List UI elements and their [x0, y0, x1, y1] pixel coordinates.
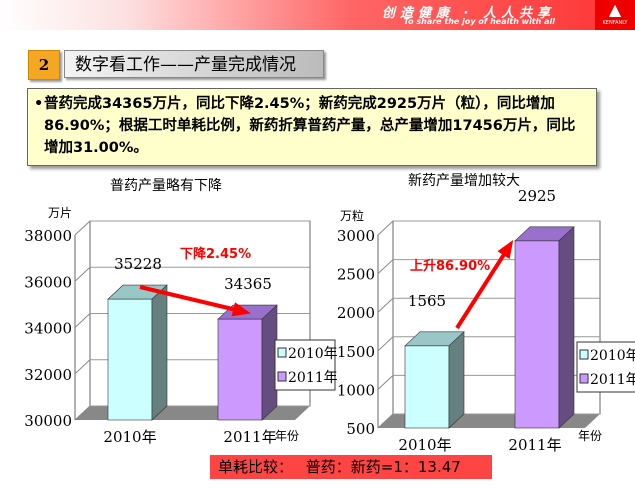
chart1-x-unit: 年份 [275, 429, 299, 443]
chart2-y-tick: 3000 [337, 227, 375, 245]
chart1-title: 普药产量略有下降 [110, 178, 222, 194]
chart2-legend-swatch [579, 349, 589, 360]
chart2-y-tick: 2000 [337, 304, 375, 322]
chart1-grid-side [74, 359, 91, 375]
chart2-y-tick: 1000 [337, 381, 375, 399]
chart2-bar-1-side [448, 331, 465, 429]
chart1-value-label: 34365 [224, 275, 272, 293]
chart2-legend-label: 2011年 [590, 372, 635, 388]
chart1-y-tick: 34000 [24, 320, 72, 338]
chart2-legend-swatch [579, 373, 589, 384]
chart1-bar-2-side [261, 304, 278, 421]
chart1-bar-1-front [107, 298, 153, 421]
chart2-grid-side [377, 259, 394, 274]
chart2-bar-2-side [558, 226, 575, 429]
chart1-legend-swatch [277, 347, 287, 358]
chart2-annotation: 上升86.90% [410, 258, 490, 274]
chart2-title: 新药产量增加较大 [408, 173, 520, 189]
section-number: 2 [28, 50, 60, 80]
chart2-y-tick: 500 [346, 420, 375, 438]
chart2-bar-1-front [404, 345, 450, 429]
footer-comparison: 单耗比较： 普药：新药=1：13.47 [210, 455, 492, 479]
chart2-grid-side [377, 220, 394, 236]
company-logo: ▲ KENFANLY [595, 0, 635, 30]
chart2-y-tick: 2500 [337, 266, 375, 284]
page-title: 数字看工作——产量完成情况 [64, 50, 324, 78]
summary-box: • 普药完成34365万片，同比下降2.45%；新药完成2925万片（粒），同比增… [27, 88, 597, 166]
chart2-y-tick: 1500 [337, 343, 375, 361]
chart1-y-tick: 30000 [24, 412, 72, 430]
chart1-bar-1-side [151, 284, 168, 421]
chart2-grid-side [377, 336, 394, 352]
chart1-y-tick: 36000 [24, 273, 72, 291]
chart1-grid-side [74, 266, 91, 282]
chart2-grid-side [377, 297, 394, 313]
bullet: • [34, 96, 44, 112]
chart1-trend-arrow [139, 285, 246, 314]
chart1-x-tick: 2010年 [103, 428, 156, 446]
chart1-bar-2-front [217, 318, 263, 421]
chart1-arrow-head-icon [231, 302, 251, 317]
chart2-arrow-head-icon [497, 239, 514, 259]
chart1-legend-label: 2011年 [288, 370, 338, 386]
chart1-grid-side [74, 220, 91, 236]
chart1-grid-side [74, 405, 91, 421]
chart1-y-tick: 32000 [24, 366, 72, 384]
chart2-legend-label: 2010年 [590, 348, 635, 364]
chart1-y-unit: 万片 [48, 206, 72, 220]
chart2-trend-arrow [455, 243, 512, 330]
chart2-y-unit: 万粒 [340, 208, 364, 223]
logo-triangle-icon: ▲ [608, 0, 622, 19]
chart1-x-tick: 2011年 [223, 428, 276, 446]
chart1-grid-side [74, 313, 91, 328]
logo-text: KENFANLY [602, 20, 628, 26]
chart2-x-unit: 年份 [578, 429, 602, 443]
chart2-x-tick: 2010年 [398, 436, 451, 454]
chart1-y-tick: 38000 [24, 227, 72, 245]
chart2-value-label: 1565 [408, 292, 446, 310]
chart2-bar-2-front [514, 240, 560, 429]
chart1-legend-swatch [277, 371, 287, 382]
chart1-value-label: 35228 [114, 255, 162, 273]
chart1-legend-label: 2010年 [288, 346, 338, 362]
chart2-grid-side [377, 413, 394, 429]
chart2-value-label: 2925 [518, 187, 556, 205]
chart2-grid-side [377, 375, 394, 390]
slogan-en: To share the joy of health with all [403, 17, 555, 26]
top-banner: 创造健康 · 人人共享 To share the joy of health w… [0, 0, 635, 30]
slogan-cn: 创造健康 · 人人共享 [382, 6, 555, 21]
chart2-x-tick: 2011年 [508, 436, 561, 454]
summary-text: 普药完成34365万片，同比下降2.45%；新药完成2925万片（粒），同比增加… [44, 96, 576, 156]
chart1-annotation: 下降2.45% [180, 246, 251, 262]
